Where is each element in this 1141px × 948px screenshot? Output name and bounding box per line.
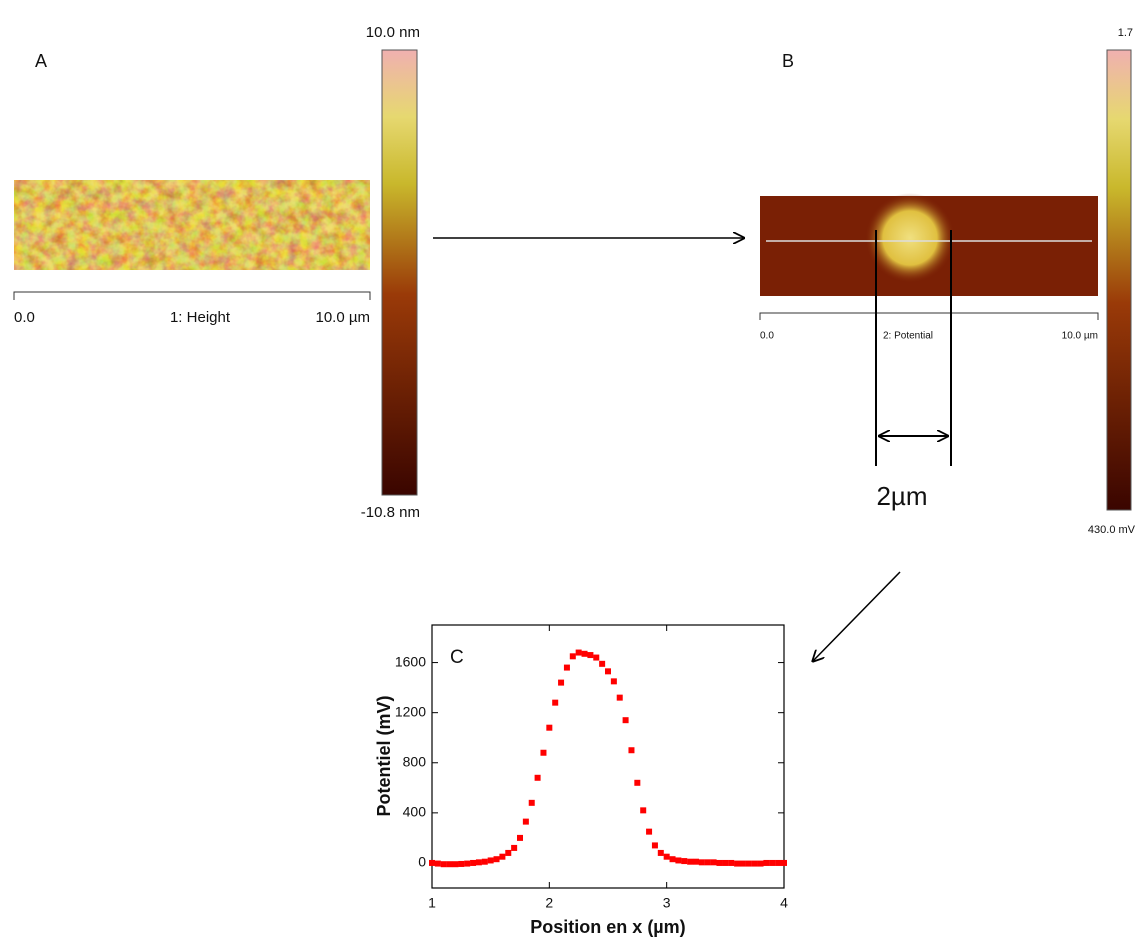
data-point [693,858,699,865]
data-point [698,859,705,866]
dimension-label: 2µm [876,481,927,511]
y-tick-label: 800 [403,753,427,769]
scale-min: 430.0 mV [1088,524,1136,536]
data-point [563,664,570,671]
data-point [745,860,752,867]
color-bar [1106,49,1132,511]
x-tick-label: 2 [545,895,553,911]
data-point [622,717,629,724]
data-point [528,799,535,806]
axis-start: 0.0 [760,331,774,342]
data-point [493,856,500,863]
data-point [440,861,447,868]
x-tick-label: 3 [663,895,671,911]
data-point [458,860,465,867]
data-point [769,859,776,866]
data-point [716,859,723,866]
data-point [739,860,746,867]
data-point [657,849,664,856]
data-point [734,860,741,867]
data-point [599,660,606,667]
data-point [452,861,459,868]
channel-label: 1: Height [170,309,231,326]
data-point [628,747,635,754]
data-point [593,654,600,661]
data-point [681,858,688,865]
axis-end: 10.0 µm [316,309,371,326]
data-point [663,853,670,860]
data-point [616,694,623,701]
axis-end: 10.0 µm [1062,331,1098,342]
y-tick-label: 400 [403,804,427,820]
data-point [757,860,764,867]
data-point [669,856,676,863]
plot-frame [431,624,785,889]
x-tick-label: 4 [780,895,788,911]
potential-spot [865,193,955,283]
channel-label: 2: Potential [883,331,933,342]
data-point [470,859,477,866]
data-point [781,859,787,866]
y-tick-label: 0 [418,854,426,870]
data-point [646,828,653,835]
panel-label: A [35,51,47,71]
axis-start: 0.0 [14,309,35,326]
data-point [517,834,523,841]
data-point [487,857,494,864]
data-point [434,860,441,867]
data-point [704,859,711,866]
data-point [534,774,541,781]
data-point [499,853,506,860]
data-point [558,679,565,686]
panel-a: A 0.0 1: Height 10.0 µm 10.0 nm -10.8 nm [13,24,420,521]
color-bar [381,49,418,496]
data-point [552,699,559,706]
data-point [464,860,471,867]
panel-b: B 0.0 2: Potential 10.0 µm 1.7 430.0 mV … [759,27,1136,536]
scale-max: 10.0 nm [366,24,420,41]
data-point [728,859,735,866]
data-point [710,859,717,866]
scale-bar [13,291,371,300]
data-point [475,859,482,866]
scale-min: -10.8 nm [361,504,420,521]
panel-c: C Position en x (µm) Potentiel (mV) 1 2 3 4… [374,624,788,937]
data-point [505,849,512,856]
data-point [751,860,758,867]
panel-label: B [782,51,794,71]
data-point [651,842,658,849]
data-point [581,650,588,657]
scale-bar [759,312,1099,320]
data-point [722,859,729,866]
y-tick-label: 1200 [395,703,426,719]
y-tick-label: 1600 [395,653,426,669]
data-point [446,861,453,868]
data-point [546,724,553,731]
data-point [587,652,594,659]
height-image [14,180,370,270]
data-point [775,859,782,866]
data-point [540,749,547,756]
data-point [640,807,647,814]
arrow [812,571,901,662]
data-point [634,779,641,786]
y-axis-title: Potentiel (mV) [374,695,394,816]
data-point [675,857,682,864]
panel-label: C [450,647,464,668]
data-point [610,678,617,685]
scale-max: 1.7 [1118,27,1133,39]
data-point [511,844,518,851]
x-axis-title: Position en x (µm) [530,917,685,937]
data-point [605,668,611,675]
data-point [569,653,576,660]
data-point [429,859,435,866]
data-point [575,649,582,656]
data-point [481,858,488,865]
x-tick-label: 1 [428,895,436,911]
data-point [522,818,529,825]
data-point [687,858,694,865]
data-point [763,859,770,866]
